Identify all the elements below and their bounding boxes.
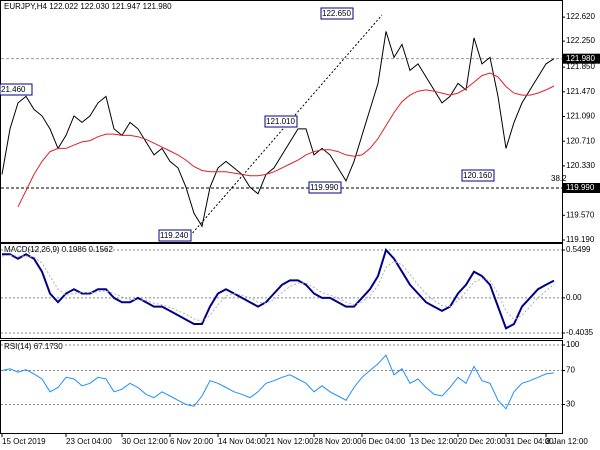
y-tick-label: 0.5499: [566, 245, 591, 254]
level-box: [562, 182, 600, 193]
level-label: 121.980: [566, 54, 595, 63]
y-tick-label: 121.090: [566, 112, 595, 121]
annotation: 119.990: [310, 183, 339, 192]
annotation: 121.010: [266, 117, 295, 126]
x-tick-label: 13 Dec 12:00: [410, 437, 458, 446]
annotation-box: [0, 83, 33, 96]
series-line: [2, 248, 555, 330]
y-tick-label: -0.4035: [566, 328, 594, 337]
x-tick-label: 8 Jan 12:00: [546, 437, 588, 446]
x-tick-label: 31 Dec 04:00: [506, 437, 554, 446]
x-tick-label: 21 Nov 12:00: [266, 437, 314, 446]
y-tick-label: 122.250: [566, 36, 595, 45]
rsi-frame: [0, 340, 563, 434]
annotation: 119.240: [160, 231, 189, 240]
y-tick-label: 119.570: [566, 210, 595, 219]
annotation: 21.460: [1, 85, 26, 94]
x-tick-label: 6 Dec 04:00: [362, 437, 406, 446]
x-tick-label: 23 Oct 04:00: [66, 437, 112, 446]
level-label: 119.990: [566, 183, 595, 192]
series-line: [1, 254, 555, 322]
rsi-title: RSI(14) 67.1730: [4, 342, 63, 351]
x-tick-label: 15 Oct 2019: [2, 437, 46, 446]
y-tick-label: 121.470: [566, 87, 595, 96]
y-tick-label: 100: [566, 340, 580, 349]
x-tick-label: 14 Nov 04:00: [218, 437, 266, 446]
annotation-box: [308, 181, 342, 194]
level-box: [562, 53, 600, 64]
annotation: 122.650: [322, 9, 351, 18]
x-tick-label: 30 Oct 12:00: [122, 437, 168, 446]
annotation-box: [264, 115, 298, 128]
macd-frame: [0, 243, 563, 339]
y-tick-label: 120.710: [566, 136, 595, 145]
series-line: [1, 354, 555, 410]
y-tick-label: 0.00: [566, 293, 582, 302]
annotation: 38.2: [551, 174, 567, 183]
y-tick-label: 121.850: [566, 62, 595, 71]
trend-line: [189, 14, 383, 237]
x-tick-label: 20 Dec 20:00: [458, 437, 506, 446]
annotation-box: [320, 7, 354, 20]
y-tick-label: 70: [566, 366, 575, 375]
x-tick-label: 6 Nov 20:00: [170, 437, 214, 446]
x-tick-label: 28 Nov 20:00: [314, 437, 362, 446]
main-frame: [0, 0, 563, 243]
y-tick-label: 119.190: [566, 235, 595, 244]
series-line: [1, 31, 555, 228]
y-tick-label: 30: [566, 400, 575, 409]
chart-title: EURJPY,H4 122.022 122.030 121.947 121.98…: [4, 2, 172, 11]
y-tick-label: 120.330: [566, 161, 595, 170]
annotation: 120.160: [463, 171, 492, 180]
y-tick-label: 122.620: [566, 12, 595, 21]
annotation-box: [158, 229, 192, 242]
series-line: [17, 72, 555, 208]
annotation-box: [461, 169, 495, 182]
